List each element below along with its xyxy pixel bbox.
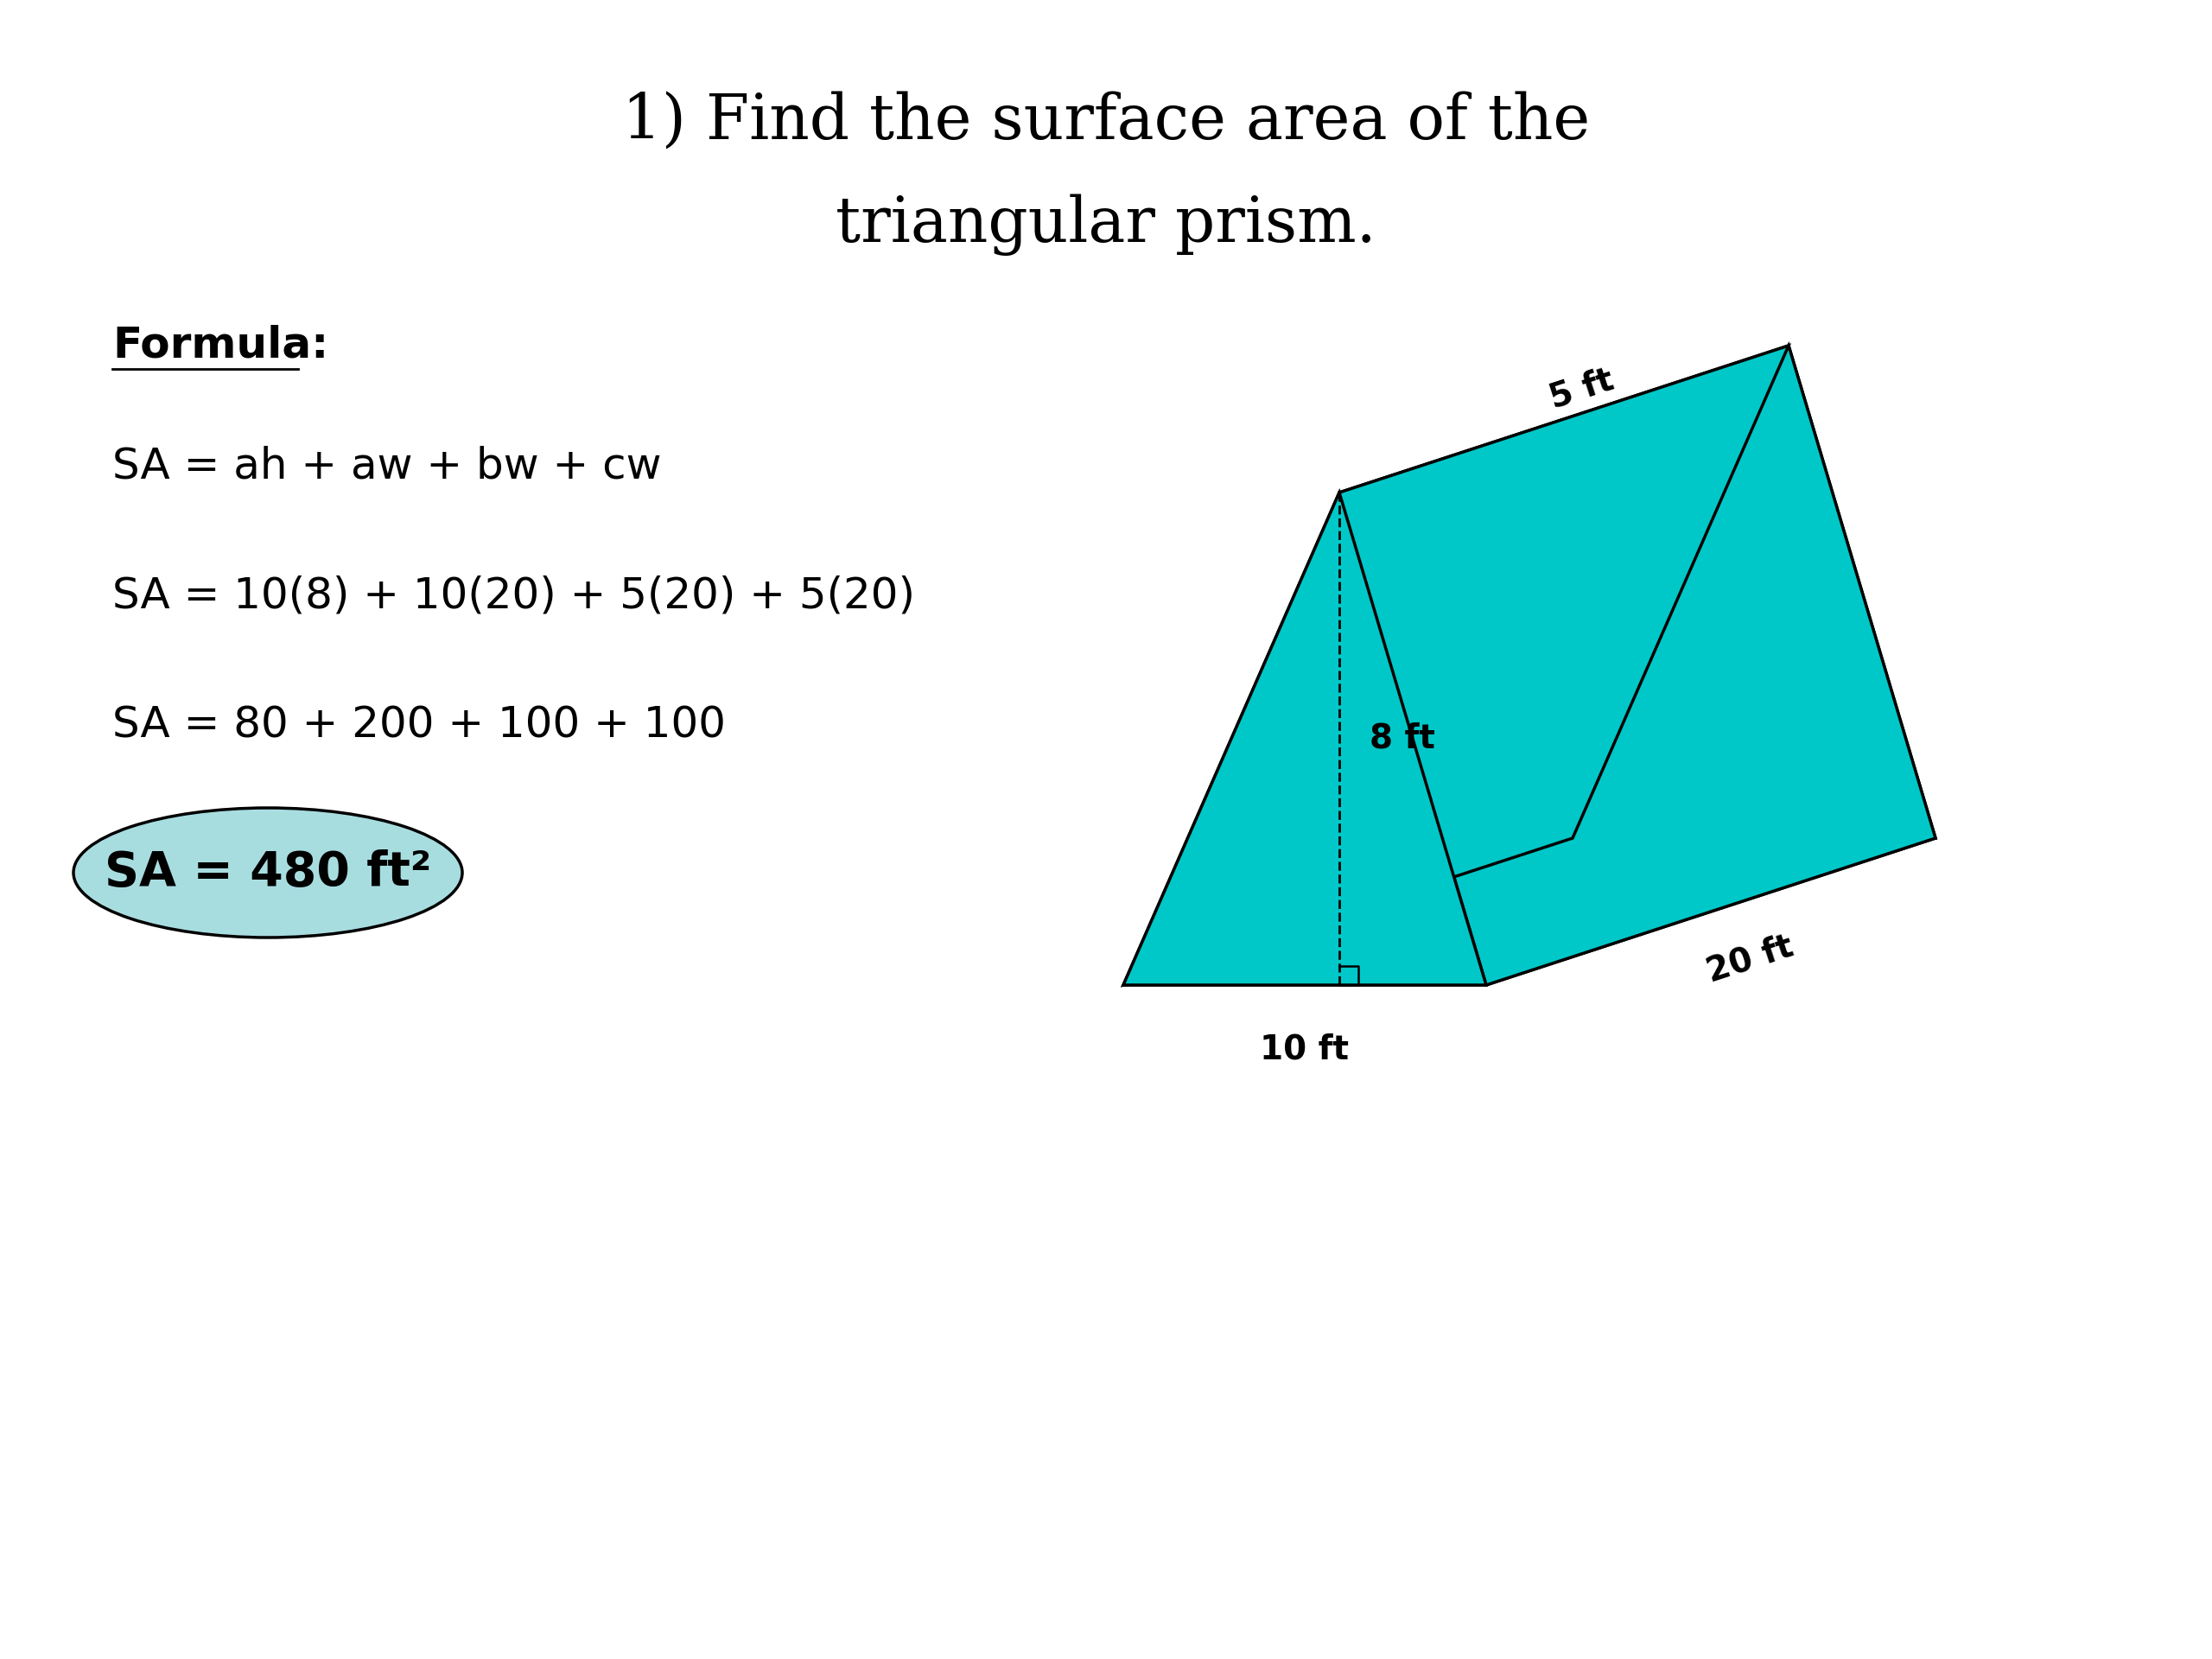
Polygon shape xyxy=(1338,345,1936,985)
Polygon shape xyxy=(1124,345,1790,985)
Text: SA = ah + aw + bw + cw: SA = ah + aw + bw + cw xyxy=(113,446,661,488)
Text: 1) Find the surface area of the: 1) Find the surface area of the xyxy=(622,91,1590,151)
Text: 10 ft: 10 ft xyxy=(1261,1034,1349,1067)
Polygon shape xyxy=(1124,493,1486,985)
Text: SA = 10(8) + 10(20) + 5(20) + 5(20): SA = 10(8) + 10(20) + 5(20) + 5(20) xyxy=(113,576,916,617)
Text: Formula:: Formula: xyxy=(113,325,330,367)
Ellipse shape xyxy=(73,808,462,937)
Text: SA = 480 ft²: SA = 480 ft² xyxy=(104,849,431,896)
Polygon shape xyxy=(1573,345,1936,838)
Polygon shape xyxy=(1124,838,1936,985)
Text: SA = 80 + 200 + 100 + 100: SA = 80 + 200 + 100 + 100 xyxy=(113,705,726,747)
Text: triangular prism.: triangular prism. xyxy=(836,194,1376,255)
Text: 8 ft: 8 ft xyxy=(1369,722,1436,755)
Text: 20 ft: 20 ft xyxy=(1703,929,1796,989)
Text: 5 ft: 5 ft xyxy=(1544,363,1617,415)
